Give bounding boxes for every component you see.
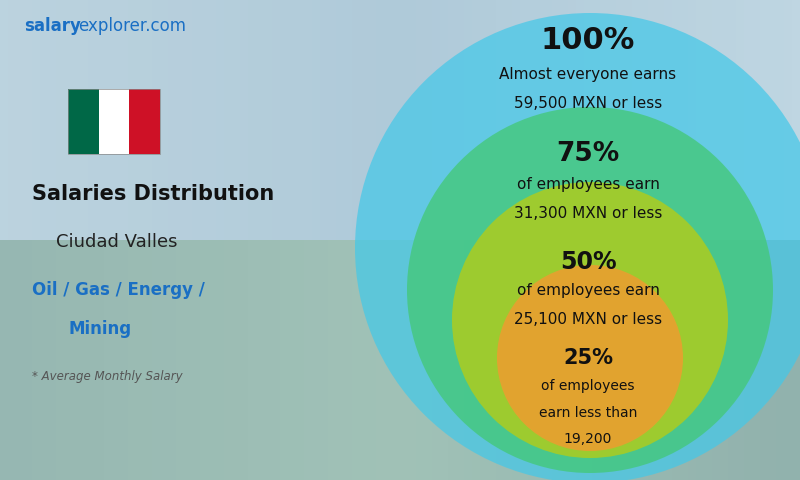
Text: earn less than: earn less than	[539, 406, 637, 420]
Text: 59,500 MXN or less: 59,500 MXN or less	[514, 96, 662, 111]
Text: Almost everyone earns: Almost everyone earns	[499, 67, 677, 82]
Bar	[68, 89, 98, 154]
Text: * Average Monthly Salary: * Average Monthly Salary	[32, 370, 182, 384]
Bar	[68, 89, 160, 154]
Text: 25,100 MXN or less: 25,100 MXN or less	[514, 312, 662, 327]
Text: of employees earn: of employees earn	[517, 177, 659, 192]
Text: salary: salary	[24, 17, 81, 36]
Text: of employees earn: of employees earn	[517, 283, 659, 298]
Text: of employees: of employees	[542, 379, 634, 394]
Ellipse shape	[355, 13, 800, 480]
Text: 25%: 25%	[563, 348, 613, 368]
Ellipse shape	[497, 265, 683, 451]
Text: 50%: 50%	[560, 250, 616, 274]
Text: 100%: 100%	[541, 26, 635, 55]
Text: Oil / Gas / Energy /: Oil / Gas / Energy /	[32, 281, 205, 300]
Bar	[98, 89, 130, 154]
Ellipse shape	[407, 107, 773, 473]
Ellipse shape	[452, 182, 728, 458]
Text: 19,200: 19,200	[564, 432, 612, 446]
Text: Salaries Distribution: Salaries Distribution	[32, 184, 274, 204]
Text: 75%: 75%	[556, 141, 620, 167]
Bar	[130, 89, 160, 154]
Text: Ciudad Valles: Ciudad Valles	[56, 233, 178, 252]
Text: 31,300 MXN or less: 31,300 MXN or less	[514, 206, 662, 221]
Text: Mining: Mining	[68, 320, 131, 338]
Text: explorer.com: explorer.com	[78, 17, 186, 36]
